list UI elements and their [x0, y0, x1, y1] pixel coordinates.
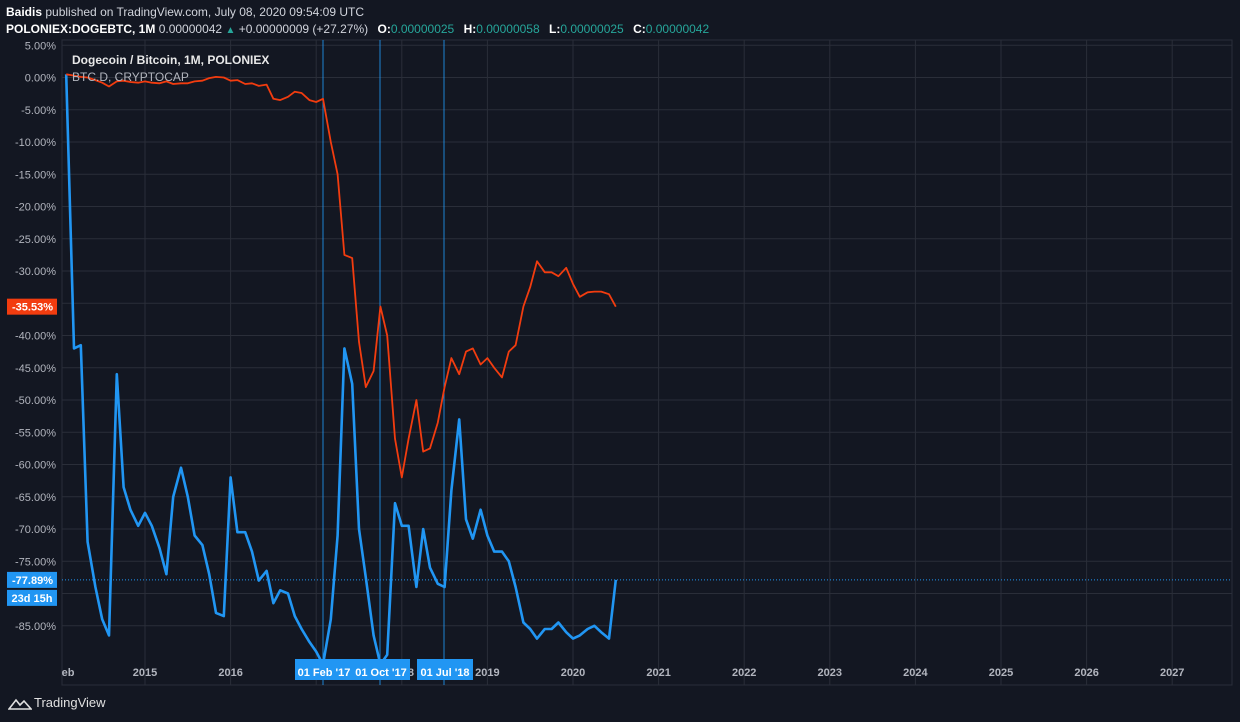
y-tick-label: -45.00% — [15, 363, 56, 375]
x-tick-label: 2025 — [989, 667, 1013, 679]
y-tick-label: -10.00% — [15, 137, 56, 149]
countdown-badge: 23d 15h — [7, 589, 57, 606]
price-change: +0.00000009 (+27.27%) — [238, 22, 369, 36]
symbol-label[interactable]: POLONIEX:DOGEBTC, 1M — [6, 22, 156, 36]
date-marker-badge: 01 Feb '17 — [295, 659, 353, 680]
x-tick-label: 2021 — [646, 667, 670, 679]
y-tick-label: -75.00% — [15, 556, 56, 568]
date-marker-badge: 01 Jul '18 — [417, 659, 473, 680]
up-arrow-icon: ▲ — [225, 25, 236, 36]
y-tick-label: -50.00% — [15, 395, 56, 407]
btc-dominance-line[interactable] — [66, 73, 617, 479]
y-tick-label: 5.00% — [25, 40, 56, 52]
y-axis[interactable]: 5.00% 0.00% -5.00% -10.00% -15.00% -20.00% -25… — [15, 40, 56, 633]
svg-text:-35.53%: -35.53% — [12, 302, 53, 314]
dogebtc-line[interactable] — [64, 74, 618, 666]
high-value: 0.00000058 — [476, 22, 540, 36]
series-lines[interactable] — [62, 73, 1232, 666]
y-tick-label: -15.00% — [15, 169, 56, 181]
y-tick-label: -70.00% — [15, 524, 56, 536]
grid-lines — [61, 39, 1233, 686]
date-marker-lines — [322, 40, 445, 685]
x-axis[interactable]: eb20152016201720182019202020212022202320… — [62, 667, 1185, 679]
x-tick-label: eb — [62, 667, 75, 679]
open-label: O: — [377, 22, 391, 36]
close-value: 0.00000042 — [645, 22, 710, 36]
price-badges: -35.53% -77.89% 23d 15h 01 Feb '17 01 Oct '1… — [7, 298, 473, 680]
y-tick-label: 0.00% — [25, 73, 56, 85]
y-tick-label: -40.00% — [15, 331, 56, 343]
x-tick-label: 2026 — [1074, 667, 1098, 679]
open-value: 0.00000025 — [390, 22, 455, 36]
author-name[interactable]: Baidis — [6, 5, 43, 19]
x-tick-label: 2015 — [133, 667, 157, 679]
x-tick-label: 2016 — [218, 667, 242, 679]
date-marker-badge: 01 Oct '17 — [352, 659, 410, 680]
svg-text:01 Oct '17: 01 Oct '17 — [355, 667, 407, 679]
y-tick-label: -60.00% — [15, 460, 56, 472]
y-tick-label: -55.00% — [15, 427, 56, 439]
y-tick-label: -20.00% — [15, 202, 56, 214]
y-tick-label: -25.00% — [15, 234, 56, 246]
plot-frame — [61, 39, 1233, 686]
tradingview-brand[interactable]: TradingView — [34, 695, 106, 710]
svg-text:01 Jul '18: 01 Jul '18 — [420, 667, 469, 679]
svg-text:-77.89%: -77.89% — [12, 575, 53, 587]
x-tick-label: 2020 — [561, 667, 585, 679]
high-label: H: — [463, 22, 477, 36]
low-value: 0.00000025 — [560, 22, 624, 36]
svg-text:01 Feb '17: 01 Feb '17 — [298, 667, 351, 679]
publish-info: Baidis published on TradingView.com, Jul… — [6, 3, 364, 21]
y-tick-label: -30.00% — [15, 266, 56, 278]
chart-legend: Dogecoin / Bitcoin, 1M, POLONIEX BTC.D, … — [72, 52, 269, 86]
low-label: L: — [549, 22, 561, 36]
btcd-price-badge: -35.53% — [7, 298, 57, 315]
tradingview-logo-icon — [8, 698, 32, 710]
last-price: 0.00000042 — [158, 22, 223, 36]
x-tick-label: 2024 — [903, 667, 928, 679]
close-label: C: — [633, 22, 646, 36]
y-tick-label: -5.00% — [21, 105, 56, 117]
ohlc-line: POLONIEX:DOGEBTC, 1M 0.00000042 ▲ +0.000… — [6, 20, 709, 40]
dogebtc-price-badge: -77.89% — [7, 571, 57, 588]
y-tick-label: -65.00% — [15, 492, 56, 504]
published-text: published on TradingView.com, July 08, 2… — [45, 5, 365, 19]
x-tick-label: 2023 — [818, 667, 842, 679]
main-series-title[interactable]: Dogecoin / Bitcoin, 1M, POLONIEX — [72, 53, 270, 67]
x-tick-label: 2019 — [475, 667, 499, 679]
chart-header: Baidis published on TradingView.com, Jul… — [0, 0, 1240, 40]
svg-text:23d 15h: 23d 15h — [12, 593, 53, 605]
footer: TradingView — [0, 686, 1240, 722]
y-tick-label: -85.00% — [15, 621, 56, 633]
compare-series-title[interactable]: BTC.D, CRYPTOCAP — [72, 70, 189, 84]
x-tick-label: 2027 — [1160, 667, 1184, 679]
x-tick-label: 2022 — [732, 667, 756, 679]
